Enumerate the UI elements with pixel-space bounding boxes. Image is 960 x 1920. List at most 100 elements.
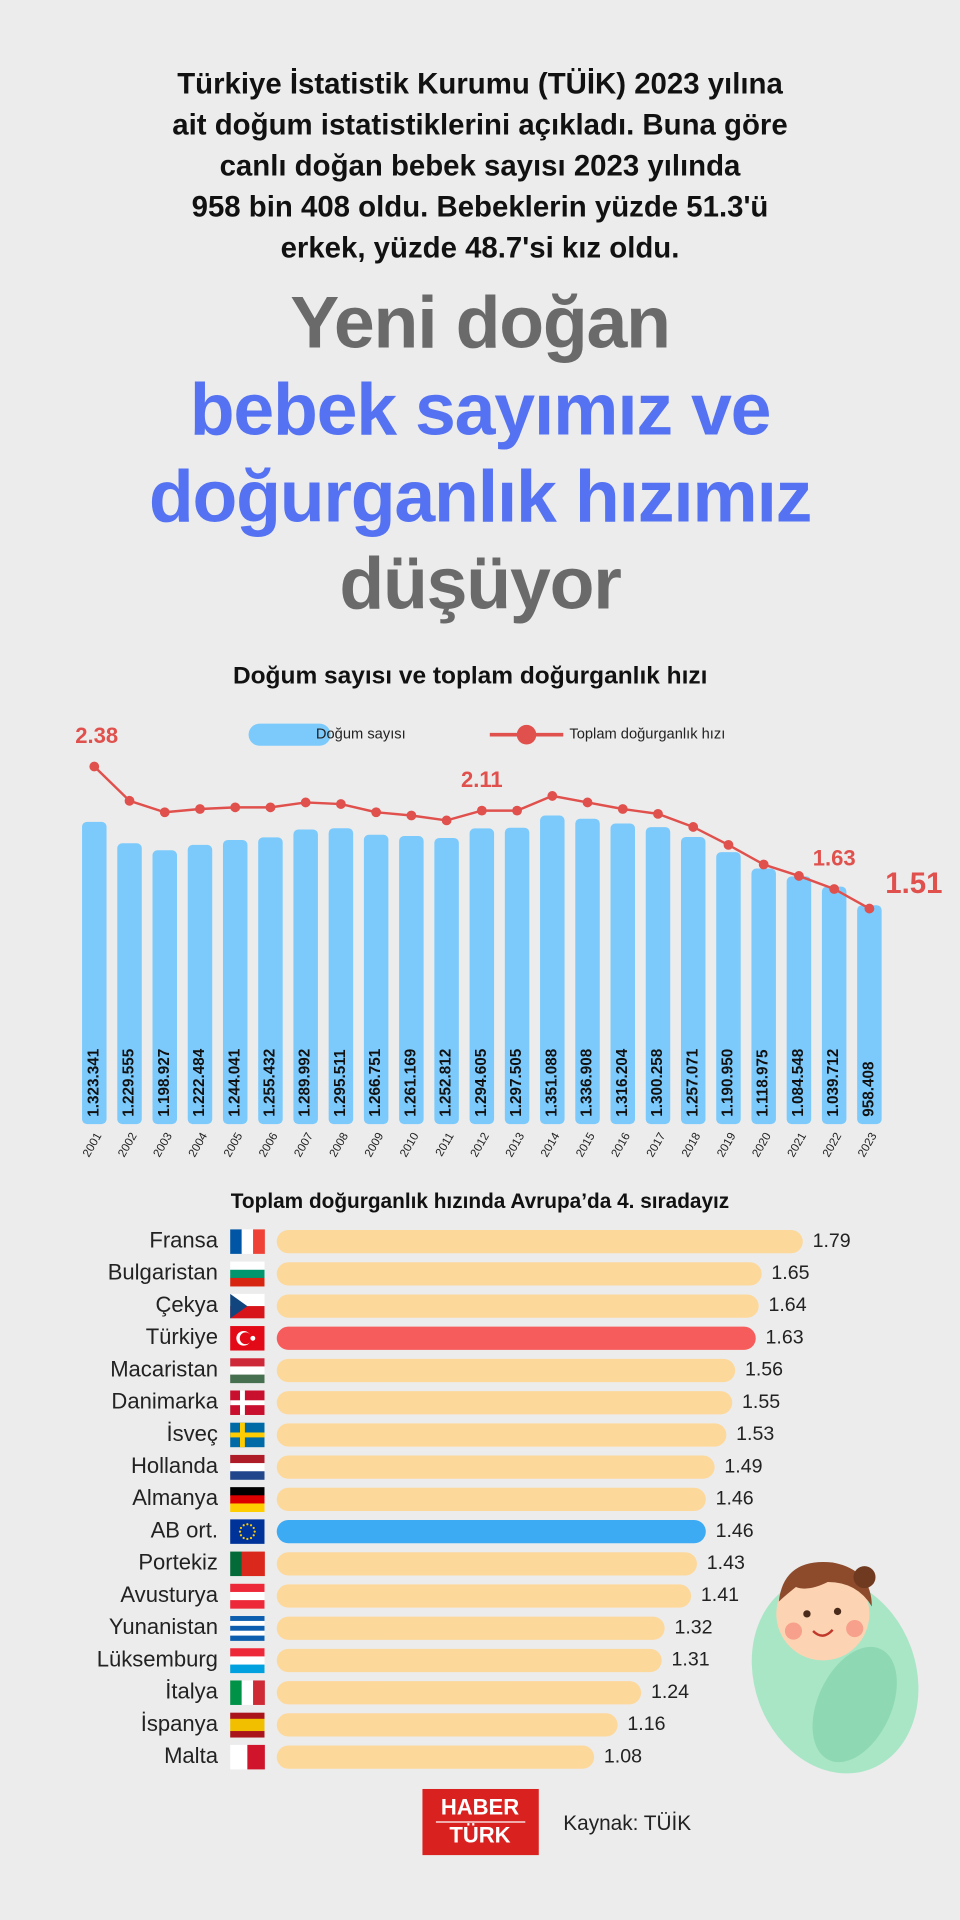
line-value-label: 2.38 <box>75 723 118 748</box>
flag-part <box>242 1536 245 1540</box>
category-label: Türkiye <box>146 1324 218 1349</box>
line-point <box>300 797 311 808</box>
bar <box>821 886 847 1125</box>
value-label: 1.65 <box>771 1262 809 1284</box>
line-value-label: 1.51 <box>885 867 942 900</box>
flag <box>230 1390 265 1415</box>
line-point <box>89 761 100 772</box>
line-value-label: 2.11 <box>461 767 503 792</box>
line-point <box>371 807 382 818</box>
chart-title: Toplam doğurganlık hızında Avrupa’da 4. … <box>231 1190 729 1213</box>
flag-part <box>239 1534 243 1537</box>
bar <box>276 1358 736 1383</box>
flag-part <box>230 1366 265 1375</box>
flag-part <box>230 1293 248 1319</box>
value-label: 1.79 <box>813 1230 851 1252</box>
flag-part <box>230 1463 265 1472</box>
category-label: Almanya <box>132 1485 218 1510</box>
category-label: Çekya <box>156 1292 219 1317</box>
bar-value-label: 1.244.041 <box>226 1048 243 1117</box>
line-point <box>476 805 487 816</box>
flag <box>230 1712 265 1738</box>
value-label: 1.46 <box>716 1488 754 1510</box>
bar <box>82 821 107 1125</box>
bar-value-label: 1.316.204 <box>614 1048 631 1117</box>
flag-part <box>230 1724 265 1732</box>
line-point <box>265 802 276 813</box>
bar <box>328 828 354 1125</box>
flag-part <box>238 1530 242 1533</box>
flag-part <box>253 1530 256 1533</box>
bar-value-label: 1.294.605 <box>473 1048 490 1117</box>
bar <box>469 828 495 1125</box>
flag-part <box>239 1526 243 1530</box>
line-point <box>723 840 734 850</box>
bar-value-label: 1.300.258 <box>649 1048 666 1117</box>
value-label: 1.63 <box>766 1326 804 1348</box>
flag-part <box>230 1656 265 1665</box>
eye <box>833 1607 842 1616</box>
line-point <box>124 795 135 806</box>
bar <box>276 1519 706 1544</box>
line-point <box>512 805 522 816</box>
flag-part <box>230 1229 242 1254</box>
flag-part <box>230 1471 265 1480</box>
logo-text: HABER <box>441 1794 519 1819</box>
hair <box>778 1561 872 1607</box>
bar <box>276 1681 642 1705</box>
line-point <box>829 884 840 894</box>
flag <box>230 1648 265 1674</box>
bar-value-label: 1.229.555 <box>121 1048 138 1117</box>
value-label: 1.64 <box>768 1294 806 1316</box>
legend-label: Toplam doğurganlık hızı <box>569 727 725 743</box>
intro-line: erkek, yüzde 48.7'si kız oldu. <box>281 232 680 265</box>
flag-part <box>230 1680 242 1705</box>
flag <box>230 1422 265 1448</box>
bar-value-label: 1.039.712 <box>825 1049 842 1117</box>
bar-value-label: 1.198.927 <box>156 1049 173 1117</box>
bar <box>645 827 671 1125</box>
flag-part <box>241 1551 254 1577</box>
source: Kaynak: TÜİK <box>563 1812 691 1835</box>
category-label: Fransa <box>149 1227 218 1252</box>
flag-part <box>230 1648 265 1657</box>
line-point <box>653 808 663 819</box>
bar <box>293 829 318 1125</box>
face <box>776 1567 870 1661</box>
category-label: Portekiz <box>138 1550 218 1575</box>
headline-line: düşüyor <box>339 541 621 624</box>
headline-line: bebek sayımız ve <box>190 368 771 451</box>
flag <box>230 1293 265 1319</box>
bar <box>399 836 424 1125</box>
hair-curl <box>853 1566 876 1589</box>
flag-part <box>230 1712 265 1720</box>
line-point <box>336 799 346 809</box>
bar <box>187 844 213 1125</box>
bar-value-label: 1.351.088 <box>543 1048 560 1117</box>
flag-part <box>230 1551 242 1577</box>
intro-line: ait doğum istatistiklerini açıkladı. Bun… <box>172 109 787 142</box>
value-label: 1.41 <box>701 1584 739 1606</box>
flag <box>230 1358 265 1384</box>
cheek <box>846 1620 864 1638</box>
bar <box>786 876 812 1125</box>
flag-part <box>246 1523 249 1526</box>
line-point <box>195 804 205 814</box>
headline-line: doğurganlık hızımız <box>149 454 811 537</box>
bar-value-label: 1.289.992 <box>297 1049 314 1117</box>
category-label: Lüksemburg <box>97 1646 218 1671</box>
bar <box>276 1713 618 1737</box>
flag-part <box>230 1625 265 1632</box>
flag-part <box>230 1718 265 1726</box>
bar <box>276 1648 662 1673</box>
bar <box>276 1745 595 1769</box>
line-point <box>794 871 804 881</box>
flag-part <box>241 1229 254 1254</box>
bar <box>857 905 882 1125</box>
legend-label: Doğum sayısı <box>316 727 406 743</box>
flag-part <box>230 1583 265 1593</box>
flag-part <box>230 1358 265 1367</box>
bar <box>276 1391 733 1415</box>
cheek <box>784 1622 803 1640</box>
